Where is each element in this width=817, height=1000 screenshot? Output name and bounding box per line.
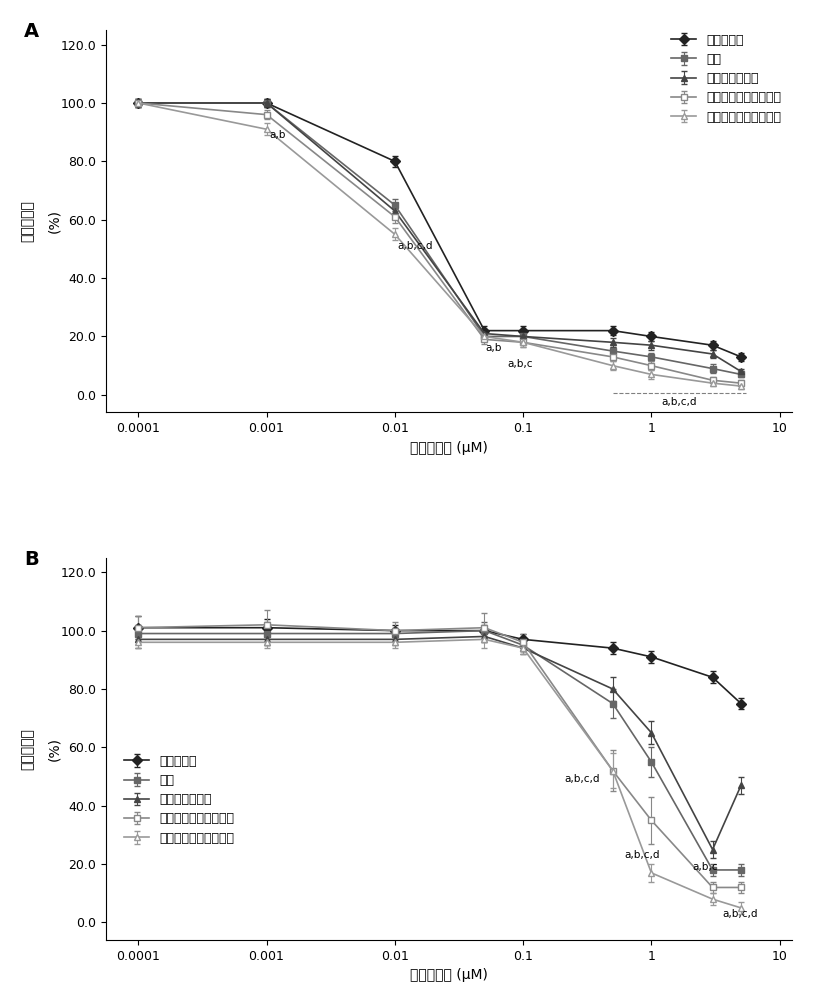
Text: a,b,c: a,b,c (693, 862, 718, 872)
Text: a,b,c,d: a,b,c,d (398, 241, 433, 251)
X-axis label: 紫杉醇浓度 (μM): 紫杉醇浓度 (μM) (410, 968, 489, 982)
Text: a,b,c,d: a,b,c,d (723, 909, 758, 919)
X-axis label: 紫杉醇浓度 (μM): 紫杉醇浓度 (μM) (410, 441, 489, 455)
Text: a,b,c,d: a,b,c,d (625, 850, 660, 860)
Legend: 游离紫杉醇, 泰素, 紫杉醇纳米胶束, 抗耐药紫杉醇纳米胶束, 功能化紫杉醇纳米胶束: 游离紫杉醇, 泰素, 紫杉醇纳米胶束, 抗耐药紫杉醇纳米胶束, 功能化紫杉醇纳米… (119, 750, 239, 850)
Text: A: A (24, 22, 39, 41)
Text: a,b: a,b (270, 130, 286, 140)
Text: 细胞存活率: 细胞存活率 (20, 728, 34, 770)
Text: a,b,c,d: a,b,c,d (662, 397, 697, 407)
Legend: 游离紫杉醇, 泰素, 紫杉醇纳米胶束, 抗耐药紫杉醇纳米胶束, 功能化紫杉醇纳米胶束: 游离紫杉醇, 泰素, 紫杉醇纳米胶束, 抗耐药紫杉醇纳米胶束, 功能化紫杉醇纳米… (666, 29, 786, 129)
Text: a,b,c: a,b,c (507, 359, 533, 369)
Text: 细胞存活率: 细胞存活率 (20, 200, 34, 242)
Text: B: B (24, 550, 38, 569)
Text: (%): (%) (47, 737, 62, 761)
Text: a,b: a,b (485, 343, 502, 353)
Text: a,b,c,d: a,b,c,d (565, 774, 600, 784)
Text: (%): (%) (47, 209, 62, 233)
